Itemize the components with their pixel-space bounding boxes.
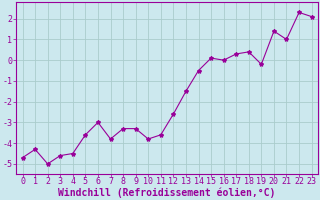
X-axis label: Windchill (Refroidissement éolien,°C): Windchill (Refroidissement éolien,°C) bbox=[58, 187, 276, 198]
